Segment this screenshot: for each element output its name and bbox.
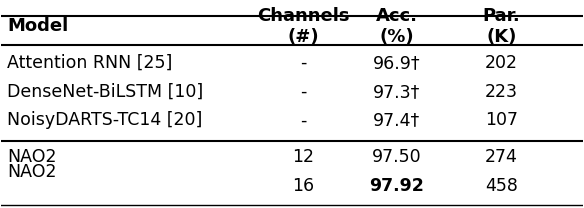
Text: Par.
(K): Par. (K) [482, 7, 520, 46]
Text: 223: 223 [485, 83, 518, 101]
Text: 96.9†: 96.9† [373, 54, 420, 72]
Text: 458: 458 [485, 177, 517, 195]
Text: Attention RNN [25]: Attention RNN [25] [7, 54, 173, 72]
Text: Acc.
(%): Acc. (%) [376, 7, 418, 46]
Text: 97.4†: 97.4† [373, 111, 420, 130]
Text: 97.3†: 97.3† [373, 83, 420, 101]
Text: 16: 16 [293, 177, 315, 195]
Text: Model: Model [7, 17, 68, 35]
Text: 97.50: 97.50 [372, 148, 422, 166]
Text: 107: 107 [485, 111, 518, 130]
Text: NAO2: NAO2 [7, 163, 57, 181]
Text: NAO2: NAO2 [7, 148, 57, 166]
Text: -: - [300, 83, 307, 101]
Text: 202: 202 [485, 54, 518, 72]
Text: Channels
(#): Channels (#) [258, 7, 350, 46]
Text: NoisyDARTS-TC14 [20]: NoisyDARTS-TC14 [20] [7, 111, 203, 130]
Text: DenseNet-BiLSTM [10]: DenseNet-BiLSTM [10] [7, 83, 203, 101]
Text: -: - [300, 54, 307, 72]
Text: 274: 274 [485, 148, 517, 166]
Text: -: - [300, 111, 307, 130]
Text: 97.92: 97.92 [369, 177, 424, 195]
Text: 12: 12 [293, 148, 315, 166]
